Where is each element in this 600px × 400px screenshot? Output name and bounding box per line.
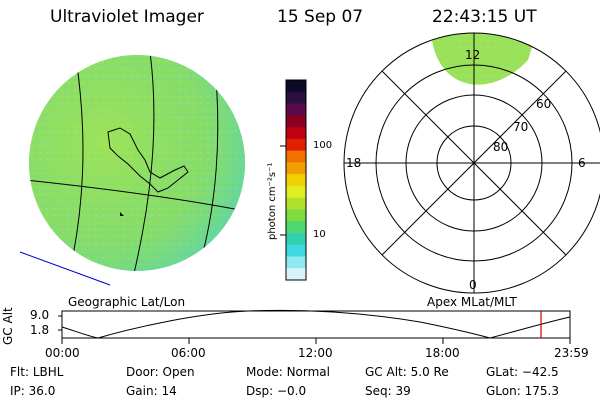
geographic-image (19, 55, 245, 286)
mlat-label-60: 60 (536, 97, 552, 111)
parallel-line (29, 179, 245, 213)
mlat-label-70: 70 (513, 120, 529, 134)
colorbar-segment (286, 268, 306, 281)
colorbar-segment (286, 162, 306, 175)
mlt-label-6: 6 (578, 156, 586, 170)
colorbar-tick-100: 100 (313, 140, 333, 151)
mlat-label-80: 80 (493, 140, 509, 154)
altitude-plot (58, 309, 571, 344)
colorbar-segment (286, 174, 306, 187)
info-flt: Flt: LBHL (10, 365, 64, 379)
colorbar-tick-10: 10 (313, 229, 326, 240)
info-glon: GLon: 175.3 (486, 384, 559, 398)
mlt-label-0: 0 (469, 278, 477, 292)
apex-panel-label: Apex MLat/MLT (427, 295, 517, 309)
time-tick-0600: 06:00 (171, 346, 206, 360)
time-tick-1800: 18:00 (425, 346, 460, 360)
colorbar-segment (286, 138, 306, 152)
info-gain: Gain: 14 (126, 384, 177, 398)
station-marker (120, 212, 124, 216)
meridian-line (129, 55, 155, 271)
colorbar-segment (286, 91, 306, 105)
info-ip: IP: 36.0 (10, 384, 56, 398)
info-dsp: Dsp: −0.0 (246, 384, 307, 398)
time-label: 22:43:15 UT (432, 7, 537, 27)
time-tick-2359: 23:59 (554, 346, 589, 360)
date-label: 15 Sep 07 (277, 7, 364, 27)
time-tick-1200: 12:00 (298, 346, 333, 360)
colorbar-segment (286, 103, 306, 116)
instrument-title: Ultraviolet Imager (50, 7, 204, 27)
info-mode: Mode: Normal (246, 365, 330, 379)
info-glat: GLat: −42.5 (486, 365, 559, 379)
altitude-curve (61, 309, 571, 339)
colorbar-segment (286, 209, 306, 222)
geographic-panel-label: Geographic Lat/Lon (68, 295, 186, 309)
colorbar (286, 80, 306, 281)
info-door: Door: Open (126, 365, 195, 379)
colorbar-segment (286, 244, 306, 257)
info-gc-alt: GC Alt: 5.0 Re (365, 365, 449, 379)
colorbar-segment (286, 256, 306, 269)
colorbar-segment (286, 150, 306, 163)
colorbar-segment (286, 221, 306, 234)
colorbar-segment (286, 80, 306, 93)
colorbar-segment (286, 127, 306, 140)
coastline-outline (107, 127, 189, 193)
info-seq: Seq: 39 (365, 384, 411, 398)
colorbar-segment (286, 185, 306, 199)
track-line (19, 251, 111, 286)
colorbar-segment (286, 232, 306, 246)
time-tick-0000: 00:00 (45, 346, 80, 360)
altitude-ylabel: GC Alt (1, 307, 15, 345)
colorbar-segment (286, 197, 306, 210)
colorbar-segment (286, 115, 306, 128)
mlt-label-12: 12 (465, 48, 481, 62)
altitude-ytick-9: 9.0 (30, 308, 50, 322)
altitude-ytick-1.8: 1.8 (30, 323, 50, 337)
mlt-label-18: 18 (346, 156, 362, 170)
